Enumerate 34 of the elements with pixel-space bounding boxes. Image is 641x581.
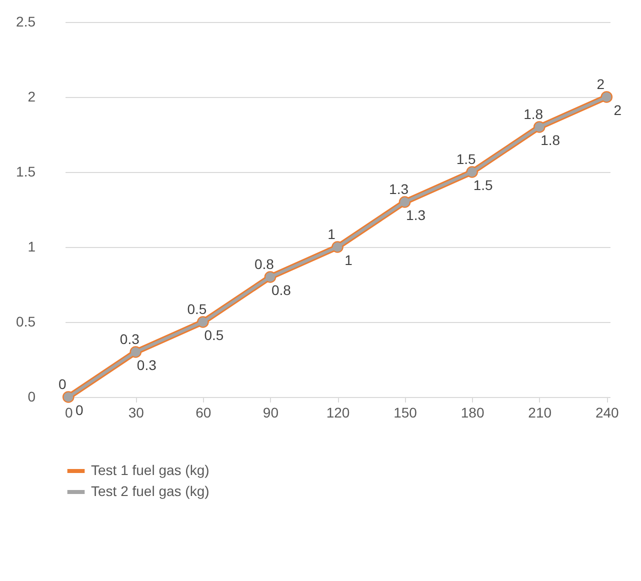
data-label: 1: [328, 226, 336, 242]
data-label: 1.5: [456, 151, 476, 167]
legend-label: Test 1 fuel gas (kg): [91, 462, 210, 478]
data-label: 0.8: [254, 256, 274, 272]
data-label: 0.3: [120, 331, 140, 347]
x-tick-label: 210: [528, 404, 552, 420]
data-label: 0: [58, 376, 66, 392]
x-tick-label: 240: [595, 404, 620, 420]
x-tick-label: 60: [196, 404, 212, 420]
x-tick-label: 180: [460, 404, 484, 420]
y-tick-label: 2: [28, 88, 36, 104]
y-tick-label: 1.5: [16, 164, 36, 180]
data-label: 1: [344, 252, 353, 268]
y-tick-label: 0: [28, 388, 36, 404]
data-label: 1.8: [524, 106, 544, 122]
y-tick-label: 0.5: [16, 314, 36, 330]
x-tick-label: 30: [128, 404, 144, 420]
x-tick-label: 0: [64, 404, 73, 420]
x-tick-label: 120: [326, 404, 350, 420]
data-label: 0.5: [187, 301, 207, 317]
data-label: 1.3: [406, 207, 426, 223]
data-label: 2: [614, 102, 622, 118]
y-tick-label: 1: [28, 238, 36, 254]
y-tick-label: 2.5: [16, 14, 36, 30]
data-label: 1.3: [389, 181, 409, 197]
data-label: 0.3: [136, 357, 157, 373]
data-label: 0.8: [271, 282, 292, 298]
data-label: 1.8: [540, 132, 560, 148]
legend-label: Test 2 fuel gas (kg): [91, 483, 210, 499]
data-label: 2: [596, 76, 605, 92]
x-tick-label: 90: [262, 404, 279, 420]
data-label: 1.5: [473, 177, 494, 193]
data-label: 0.5: [204, 327, 224, 343]
x-tick-label: 150: [394, 404, 418, 420]
